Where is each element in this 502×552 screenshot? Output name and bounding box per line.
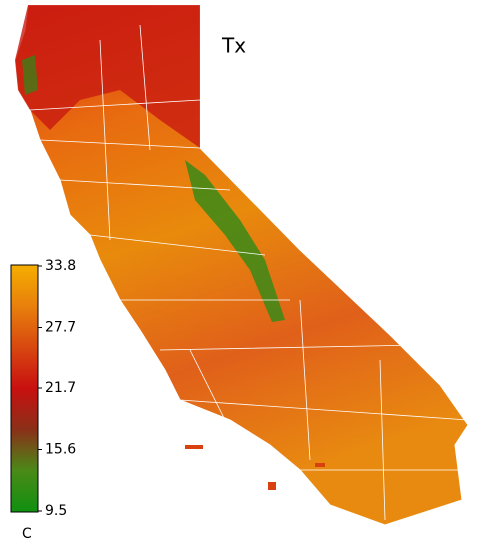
coast-highlands: [22, 55, 38, 95]
tick-label: 9.5: [45, 503, 67, 519]
map-title: Tx: [221, 34, 246, 58]
islands: [185, 445, 325, 490]
sierra-nevada: [185, 160, 285, 322]
tick-label: 33.8: [45, 258, 76, 274]
tick-label: 21.7: [45, 380, 76, 396]
northern-mountains: [15, 5, 200, 148]
state-outline: [14, 4, 469, 526]
color-bar: [10, 264, 39, 513]
county-lines: [29, 24, 469, 521]
tick-label: 15.6: [45, 441, 76, 457]
tick-label: 27.7: [45, 320, 76, 336]
unit-label: C: [22, 526, 32, 542]
